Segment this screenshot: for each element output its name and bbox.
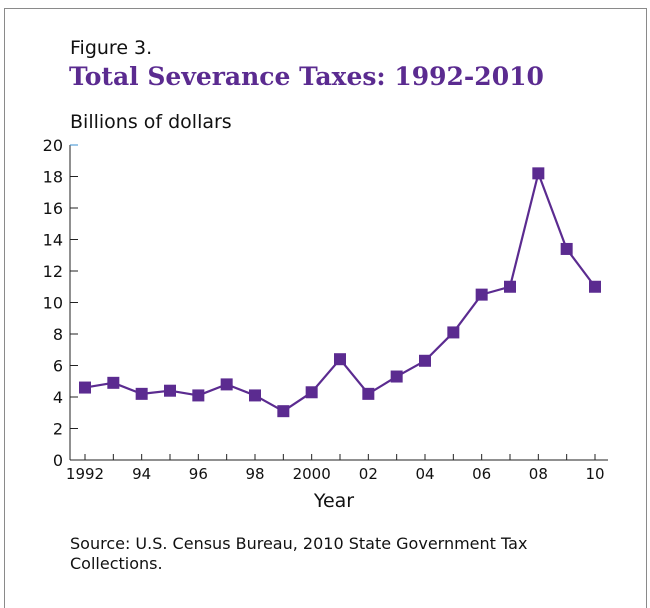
data-point [589,280,601,293]
data-point [419,354,431,367]
y-tick-label: 6 [53,357,63,376]
data-point [532,167,545,180]
y-tick-label: 16 [43,199,63,218]
x-tick-label: 2000 [293,465,331,483]
data-point [277,405,290,418]
y-axis-label: Billions of dollars [70,111,232,133]
data-point [220,378,233,391]
data-point [135,387,148,400]
chart-title: Total Severance Taxes: 1992-2010 [69,62,544,91]
data-point [305,386,318,399]
data-point [560,242,573,255]
data-point [447,326,460,339]
data-point [249,389,261,402]
x-tick-label: 98 [245,465,264,483]
series-line [84,172,596,413]
data-point [107,376,120,389]
y-tick-label: 12 [43,262,63,281]
data-point [504,280,516,293]
data-point [192,389,205,402]
y-tick-label: 0 [53,451,63,470]
x-tick-label: 10 [585,465,604,483]
x-axis-label: Year [313,490,354,512]
y-tick-label: 10 [43,294,63,313]
x-tick-label: 08 [529,465,548,483]
data-point [475,288,488,301]
source-note: Source: U.S. Census Bureau, 2010 State G… [70,534,528,573]
figure-label: Figure 3. [70,37,153,59]
data-point [362,387,375,400]
line-chart: Billions of dollars Year 024681012141618… [43,111,608,512]
y-tick-label: 4 [53,388,63,407]
x-tick-label: 96 [189,465,208,483]
x-tick-label: 04 [415,465,434,483]
data-point [334,353,346,366]
figure-frame [4,8,647,608]
y-tick-label: 8 [53,325,63,344]
y-tick-label: 2 [53,420,63,439]
data-point [79,381,91,394]
y-tick-label: 14 [43,231,63,250]
y-tick-label: 20 [43,136,63,155]
x-tick-label: 94 [132,465,151,483]
x-tick-label: 02 [359,465,378,483]
data-point [164,384,176,397]
x-tick-label: 06 [472,465,491,483]
y-tick-label: 18 [43,168,63,187]
x-tick-label: 1992 [66,465,104,483]
data-point [390,370,403,383]
